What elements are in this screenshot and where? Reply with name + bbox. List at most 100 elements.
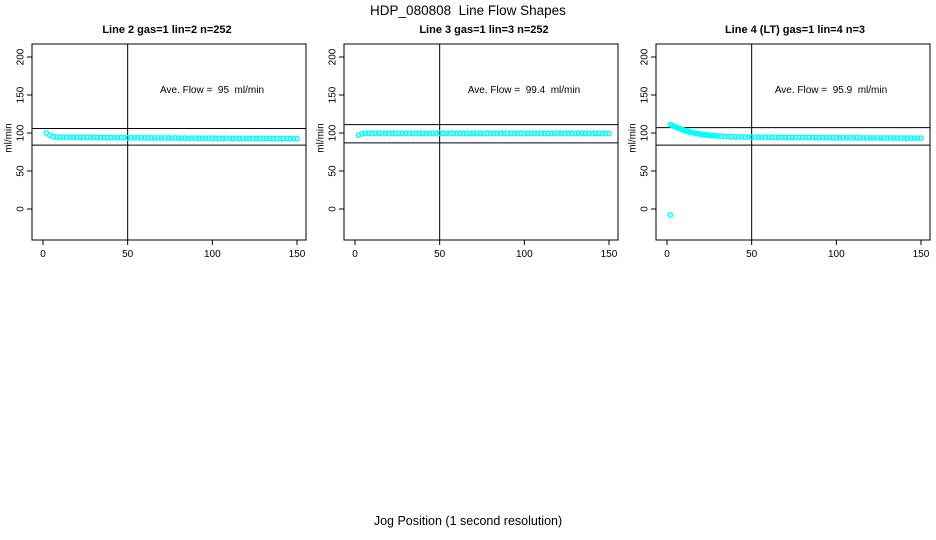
data-point — [440, 130, 446, 137]
data-point — [789, 134, 796, 141]
data-point — [863, 135, 870, 141]
data-point — [592, 130, 599, 137]
data-point — [887, 135, 894, 141]
data-point — [575, 130, 582, 137]
panel-2-ave-flow-annotation: Ave. Flow = 99.4 ml/min — [467, 85, 581, 96]
data-point — [148, 134, 155, 141]
y-tick-label: 100 — [640, 124, 651, 141]
data-point — [877, 135, 884, 141]
data-point — [165, 135, 172, 141]
data-point — [748, 134, 755, 141]
data-point — [50, 133, 57, 140]
y-tick-label: 100 — [16, 124, 27, 141]
data-point — [840, 134, 847, 141]
data-point — [145, 134, 151, 141]
data-point — [765, 134, 772, 141]
y-tick-label: 150 — [328, 86, 339, 103]
data-point — [602, 130, 609, 137]
data-point — [545, 130, 551, 137]
data-point — [728, 133, 735, 140]
data-point — [87, 134, 94, 141]
data-point — [80, 134, 87, 141]
data-point — [53, 134, 60, 140]
data-point — [358, 131, 365, 137]
data-point — [735, 133, 742, 140]
data-point — [538, 130, 545, 137]
data-point — [796, 134, 802, 141]
data-point — [713, 132, 720, 139]
y-axis-label: ml/min — [316, 123, 327, 152]
data-point — [880, 135, 887, 141]
y-tick-label: 0 — [640, 206, 651, 212]
data-point — [802, 134, 809, 141]
data-point — [565, 130, 572, 137]
x-tick-label: 100 — [204, 249, 221, 260]
data-point — [823, 134, 830, 141]
data-point — [233, 135, 239, 142]
data-point — [277, 135, 283, 142]
data-point — [57, 134, 63, 141]
panel-3-title: Line 4 (LT) gas=1 lin=4 n=3 — [724, 24, 866, 36]
data-point — [128, 134, 134, 141]
plot-box — [343, 43, 619, 241]
data-point — [280, 135, 287, 142]
data-point — [819, 134, 826, 141]
x-tick-label: 150 — [601, 249, 618, 260]
data-point — [568, 130, 575, 137]
data-point — [178, 135, 185, 142]
data-point — [762, 134, 769, 141]
data-point — [874, 134, 880, 141]
data-point — [216, 135, 223, 142]
data-point — [843, 134, 850, 141]
data-point — [273, 135, 280, 142]
data-point — [709, 132, 716, 139]
data-point — [772, 134, 779, 141]
data-point — [270, 135, 277, 142]
data-point — [474, 130, 480, 137]
data-point — [70, 134, 77, 141]
x-tick-label: 100 — [516, 249, 533, 260]
data-point — [682, 127, 689, 134]
data-point — [731, 133, 738, 140]
data-point — [589, 130, 595, 137]
data-point — [826, 134, 833, 141]
data-point — [686, 128, 692, 135]
data-point — [246, 135, 253, 142]
data-point — [755, 134, 762, 141]
data-point — [511, 130, 518, 137]
panel-1-ave-flow-annotation: Ave. Flow = 95 ml/min — [159, 85, 265, 96]
data-point — [850, 135, 857, 141]
data-point — [256, 135, 263, 142]
data-point — [362, 130, 369, 137]
y-tick-label: 200 — [640, 48, 651, 65]
data-point — [813, 134, 819, 141]
data-point — [786, 134, 792, 141]
data-point — [222, 135, 229, 142]
y-tick-label: 150 — [16, 86, 27, 103]
outlier-point — [667, 212, 674, 218]
data-point — [606, 130, 612, 137]
data-point — [703, 131, 709, 138]
data-point — [111, 134, 118, 141]
data-point — [253, 135, 260, 142]
data-point — [375, 130, 382, 137]
data-point — [250, 135, 256, 142]
data-point — [699, 131, 706, 138]
data-point — [487, 130, 494, 137]
data-point — [860, 134, 867, 141]
data-point — [63, 134, 70, 141]
x-tick-label: 0 — [664, 249, 670, 260]
data-point — [416, 130, 423, 137]
data-point — [419, 130, 426, 137]
data-point — [480, 130, 487, 137]
data-point — [453, 130, 460, 137]
data-point — [524, 130, 531, 137]
data-point — [741, 134, 748, 140]
data-point — [365, 130, 372, 137]
y-axis-label: ml/min — [628, 123, 639, 152]
data-point — [202, 135, 209, 142]
data-point — [738, 134, 745, 140]
data-point — [97, 134, 104, 141]
data-point — [199, 135, 206, 141]
